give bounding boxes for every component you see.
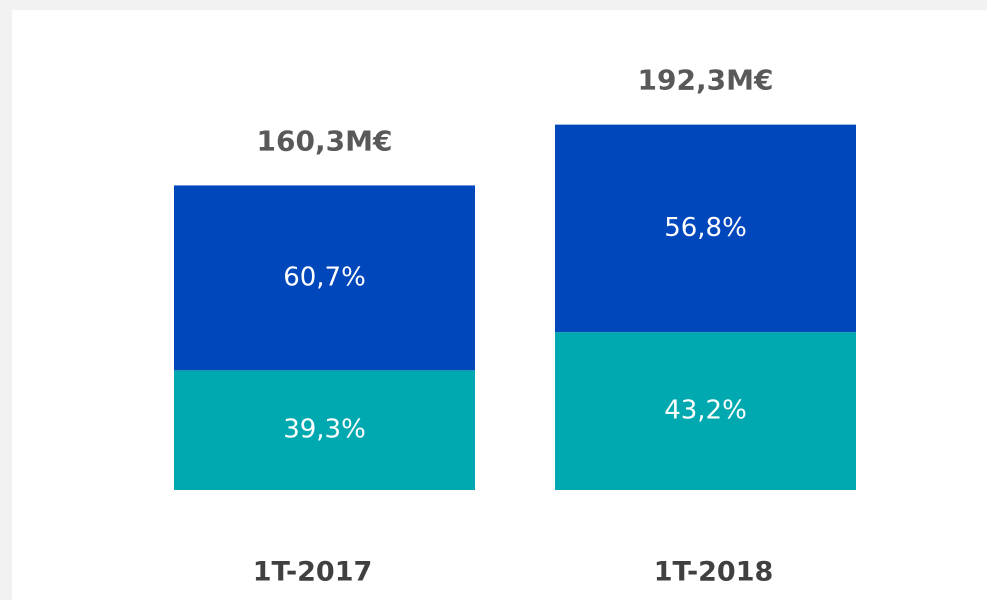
category-label: 1T-2018 — [654, 557, 774, 588]
bar-segment — [555, 124, 856, 333]
bar-segment — [555, 332, 856, 490]
segment-label: 60,7% — [283, 262, 366, 292]
category-label: 1T-2017 — [253, 557, 373, 588]
segment-label: 56,8% — [664, 213, 747, 243]
total-label: 160,3M€ — [257, 124, 393, 157]
segment-label: 43,2% — [664, 396, 747, 426]
bar-segment — [174, 185, 475, 371]
total-label: 192,3M€ — [638, 64, 774, 97]
bar-segment — [174, 370, 475, 490]
segment-label: 39,3% — [283, 415, 366, 445]
